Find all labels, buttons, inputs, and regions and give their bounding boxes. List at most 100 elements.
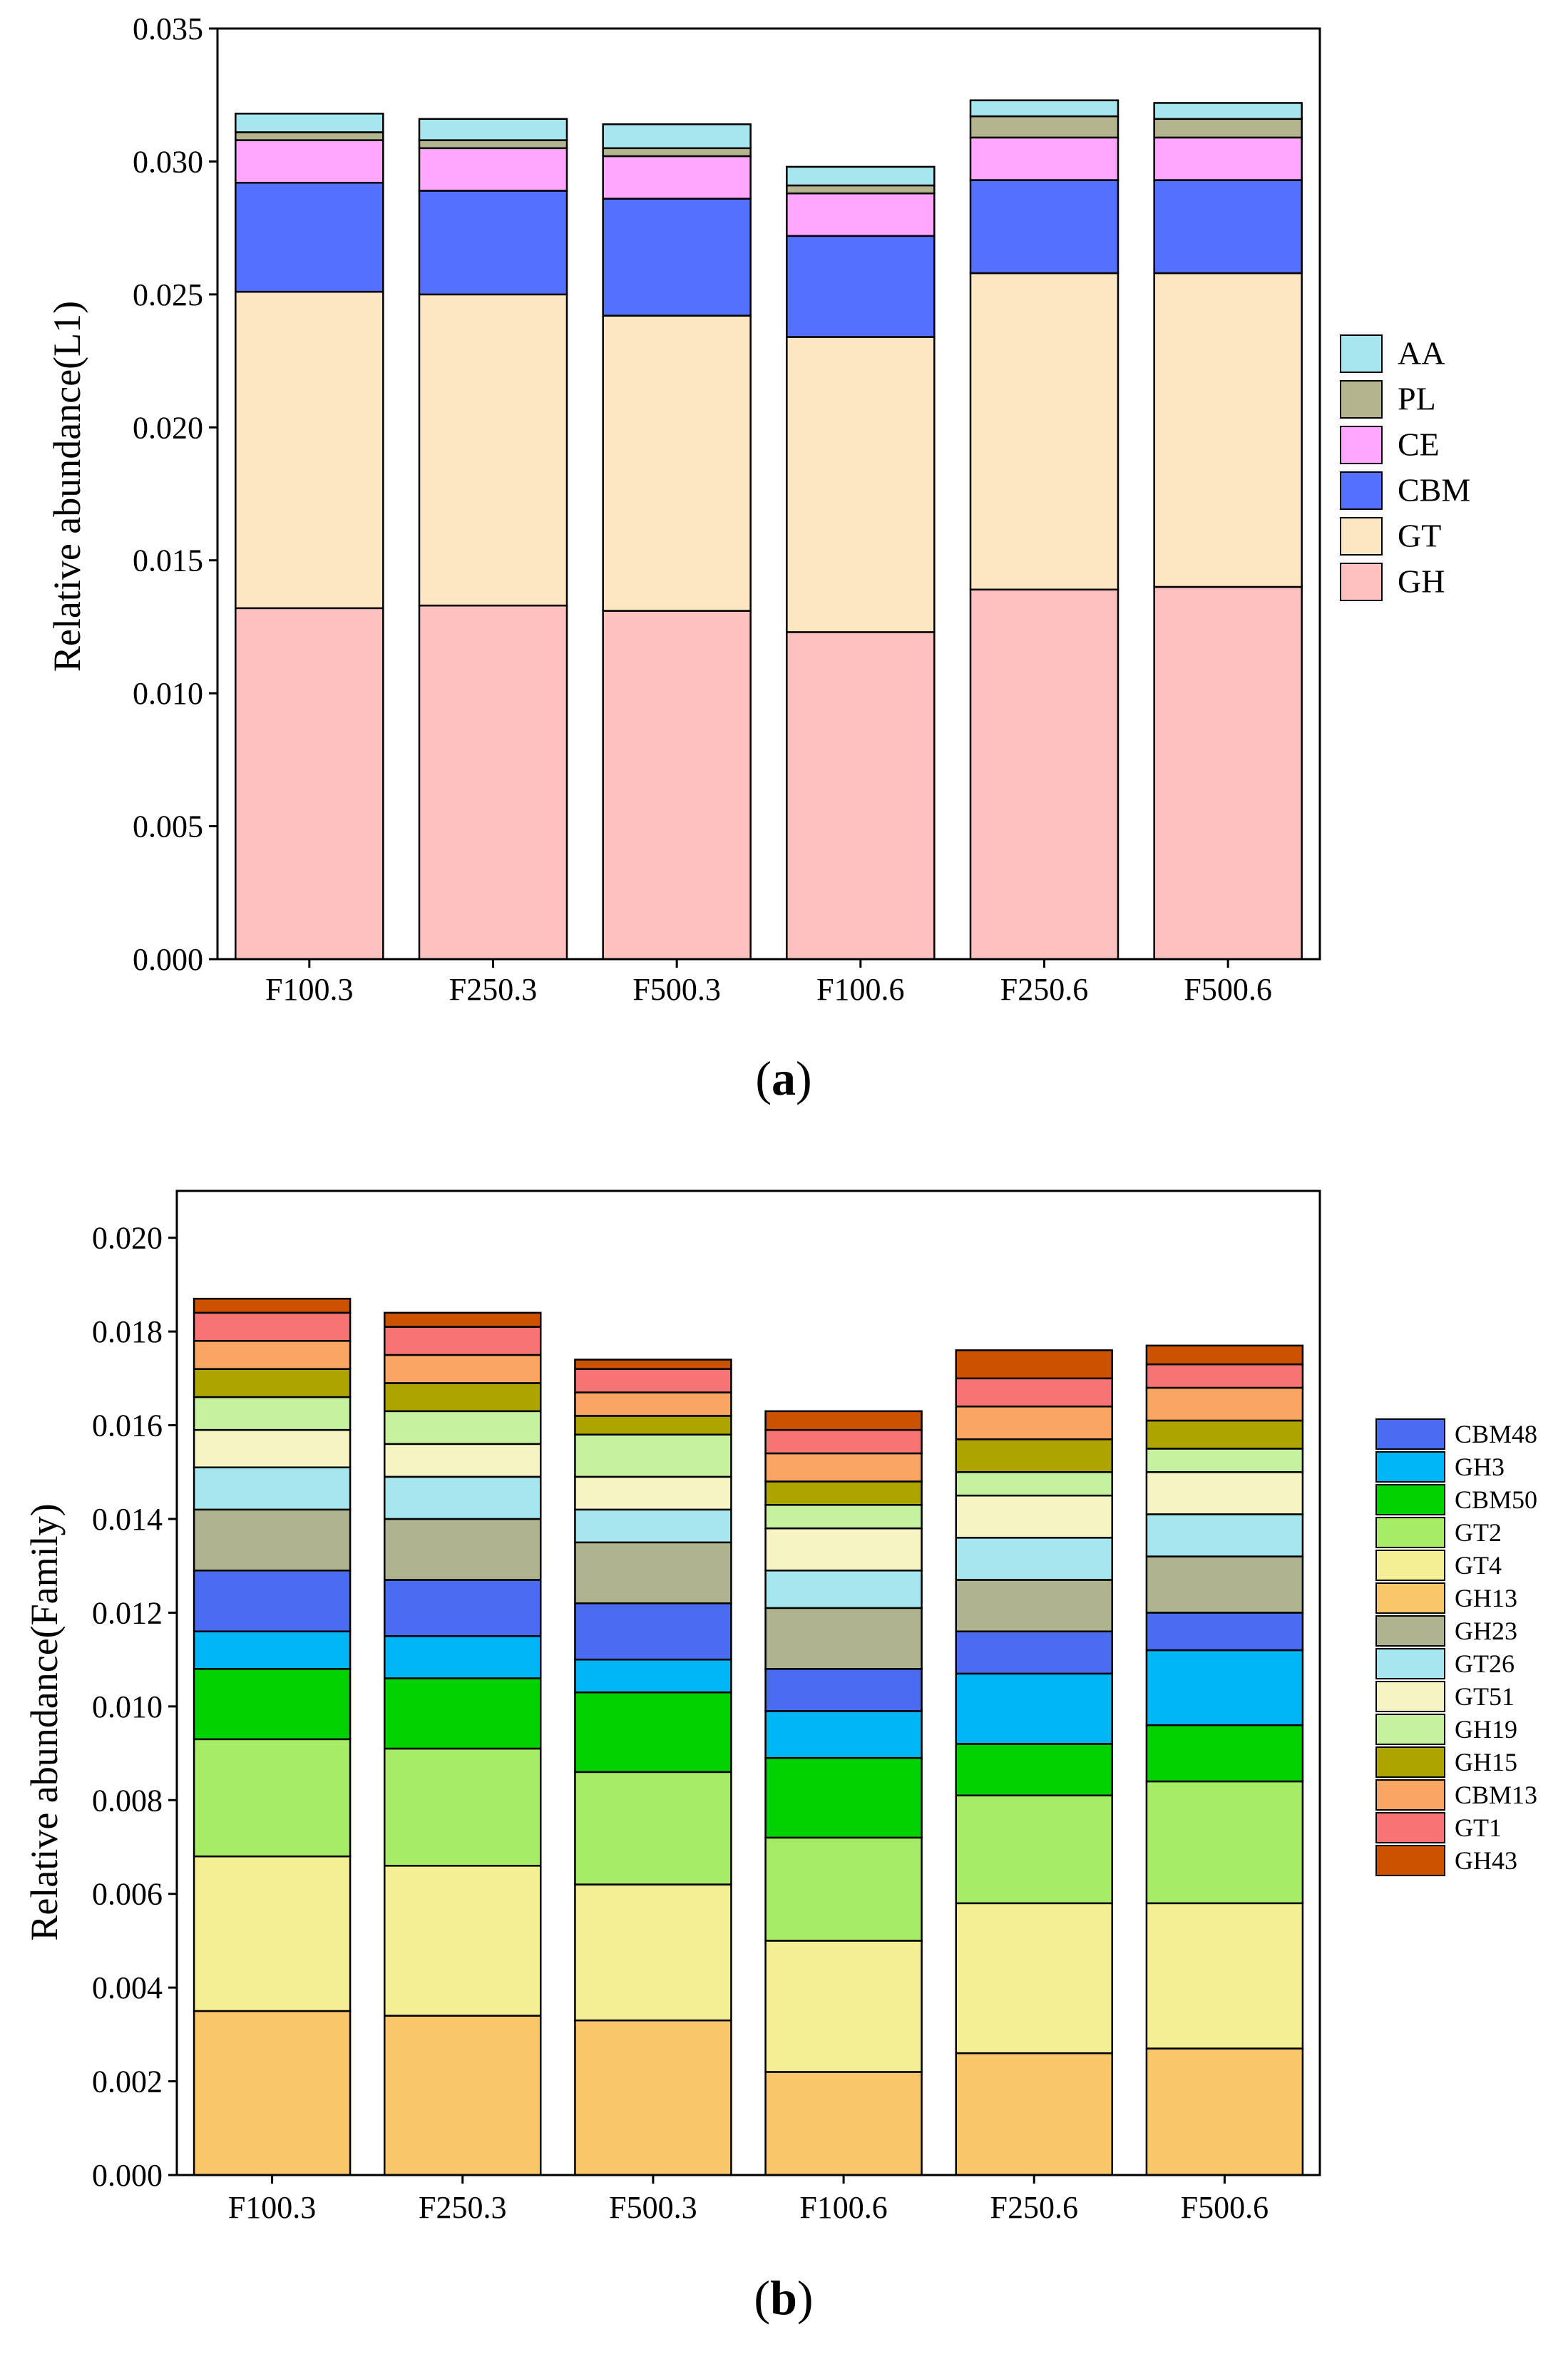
legend-swatch-cbm [1340,471,1383,510]
bar-segment-cbm50-f500-3 [574,1691,732,1774]
bar-segment-gt2-f100-3 [193,1738,352,1858]
bar-segment-pl-f500-3 [602,147,752,158]
bar-segment-gh43-f500-6 [1145,1344,1304,1366]
bar-segment-gh23-f100-6 [764,1607,923,1670]
legend-swatch-cbm48 [1375,1418,1445,1450]
legend-swatch-pl [1340,380,1383,419]
bar-segment-gh3-f250-6 [955,1672,1113,1745]
legend-label-aa: AA [1398,335,1445,372]
y-tick-label: 0.016 [92,1408,163,1443]
legend-label-gt51: GT51 [1455,1682,1515,1711]
y-tick-label: 0.018 [92,1314,163,1349]
chart-a-x-tick-labels: F100.3 F250.3 F500.3 F100.6 F250.6 F500.6 [265,959,1272,1007]
bar-segment-cbm13-f100-3 [193,1340,352,1370]
legend-label-gh15: GH15 [1455,1748,1517,1776]
bar-segment-gh3-f100-3 [193,1630,352,1670]
y-tick-label: 0.008 [92,1783,163,1818]
x-tick-label: F250.6 [990,2190,1078,2225]
bar-segment-gh19-f500-6 [1145,1448,1304,1473]
bar-segment-aa-f100-3 [235,113,384,133]
legend-swatch-gh19 [1375,1714,1445,1745]
x-tick-label: F500.3 [609,2190,697,2225]
bar-segment-gt2-f500-3 [574,1771,732,1886]
bar-segment-gh43-f100-6 [764,1410,923,1431]
bar-segment-cbm-f100-6 [786,235,936,338]
bar-segment-gt4-f100-3 [193,1855,352,2012]
bar-segment-gh-f250-6 [969,588,1119,961]
legend-label-ce: CE [1398,426,1440,463]
y-tick-label: 0.020 [92,1221,163,1256]
bar-segment-cbm13-f250-3 [384,1354,542,1384]
bar-segment-ce-f250-3 [418,147,568,192]
bar-segment-gt-f250-3 [418,293,568,607]
y-tick-label: 0.006 [92,1877,163,1912]
x-tick-label: F100.3 [228,2190,316,2225]
chart-b-bars [193,1297,1304,2176]
bar-segment-gt51-f500-3 [574,1475,732,1511]
legend-label-gh19: GH19 [1455,1715,1517,1744]
bar-segment-gh19-f100-6 [764,1504,923,1530]
bar-segment-cbm48-f500-6 [1145,1612,1304,1652]
bar-segment-gh23-f500-6 [1145,1555,1304,1614]
bar-segment-gh3-f100-6 [764,1710,923,1759]
legend-swatch-gt1 [1375,1812,1445,1843]
chart-a-plot-frame [216,27,1321,961]
legend-swatch-aa [1340,334,1383,373]
bar-segment-cbm13-f500-3 [574,1391,732,1417]
bar-segment-cbm-f250-6 [969,179,1119,275]
legend-label-gh: GH [1398,563,1445,600]
x-tick-label: F100.3 [265,972,353,1007]
bar-segment-gt-f500-6 [1153,272,1303,588]
bar-segment-pl-f250-6 [969,115,1119,139]
legend-label-gh23: GH23 [1455,1617,1517,1645]
legend-label-cbm50: CBM50 [1455,1485,1537,1514]
legend-label-gt1: GT1 [1455,1813,1502,1842]
bar-segment-gt4-f500-3 [574,1883,732,2022]
bar-segment-ce-f100-3 [235,139,384,184]
bar-segment-gt2-f250-3 [384,1747,542,1867]
bar-segment-gt51-f250-3 [384,1443,542,1478]
bar-segment-cbm50-f100-3 [193,1668,352,1741]
bar-segment-cbm48-f500-3 [574,1602,732,1661]
bar-segment-gh43-f250-6 [955,1349,1113,1380]
bar-segment-gh43-f100-3 [193,1297,352,1314]
legend-label-cbm48: CBM48 [1455,1420,1537,1448]
bar-segment-cbm-f250-3 [418,190,568,296]
bar-segment-gh-f100-6 [786,631,936,961]
y-tick-label: 0.004 [92,1970,163,2005]
bar-segment-gt26-f500-3 [574,1508,732,1544]
legend-label-gh13: GH13 [1455,1584,1517,1612]
legend-swatch-gt2 [1375,1517,1445,1548]
bar-segment-cbm48-f250-3 [384,1579,542,1637]
bar-segment-cbm-f500-6 [1153,179,1303,275]
legend-label-gt2: GT2 [1455,1518,1502,1547]
bar-segment-cbm50-f100-6 [764,1756,923,1839]
bar-segment-gh3-f500-3 [574,1658,732,1694]
legend-swatch-cbm50 [1375,1484,1445,1515]
bar-segment-aa-f100-6 [786,165,936,187]
bar-segment-cbm-f100-3 [235,182,384,293]
bar-segment-gh13-f250-3 [384,2015,542,2176]
x-tick-label: F250.6 [1000,972,1088,1007]
bar-segment-gt4-f250-3 [384,1865,542,2017]
bar-segment-gh13-f100-3 [193,2010,352,2176]
panel-b-label: (b) [754,2271,813,2325]
bar-segment-pl-f100-3 [235,131,384,141]
bar-segment-cbm50-f250-6 [955,1743,1113,1796]
bar-segment-gh19-f250-3 [384,1410,542,1446]
bar-segment-aa-f250-6 [969,99,1119,118]
bar-segment-gt-f500-3 [602,314,752,612]
bar-segment-gt51-f500-6 [1145,1471,1304,1515]
bar-segment-gh19-f250-6 [955,1471,1113,1497]
y-tick-label: 0.015 [133,543,203,578]
chart-a-legend: AA PL CE CBM GT GH [1340,334,1470,601]
x-tick-label: F500.3 [632,972,720,1007]
bar-segment-gh15-f250-6 [955,1438,1113,1473]
chart-b-plot-frame [175,1189,1321,2176]
legend-swatch-ce [1340,426,1383,464]
bar-segment-gt26-f250-3 [384,1475,542,1520]
bar-segment-ce-f500-6 [1153,136,1303,181]
y-tick-label: 0.010 [133,676,203,711]
legend-label-gh43: GH43 [1455,1846,1517,1875]
bar-segment-ce-f500-3 [602,155,752,200]
